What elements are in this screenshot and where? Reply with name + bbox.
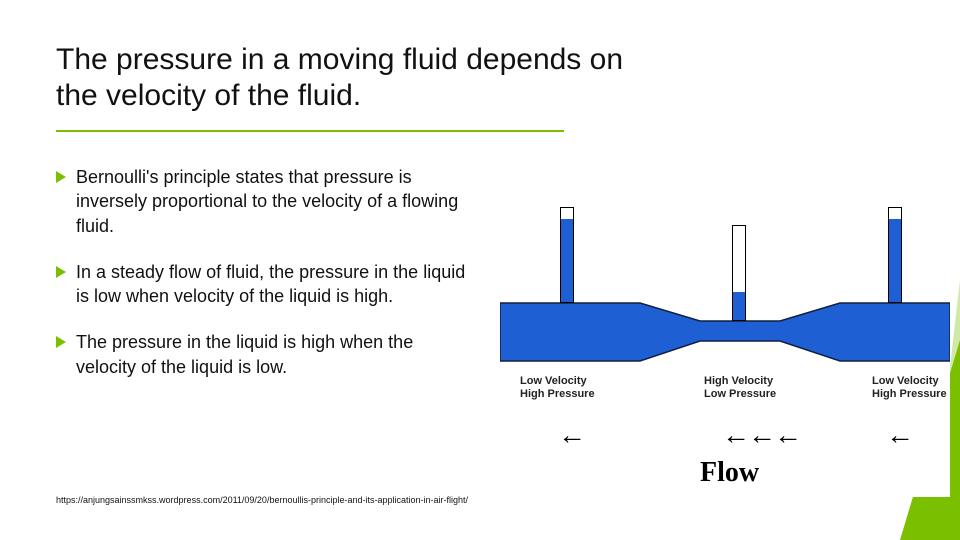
bernoulli-diagram: Low VelocityHigh Pressure High VelocityLo… bbox=[500, 225, 950, 497]
bullet-arrow-icon bbox=[56, 171, 66, 183]
list-item: In a steady flow of fluid, the pressure … bbox=[56, 260, 476, 309]
list-item: The pressure in the liquid is high when … bbox=[56, 330, 476, 379]
bullet-text: The pressure in the liquid is high when … bbox=[76, 330, 476, 379]
bullet-arrow-icon bbox=[56, 266, 66, 278]
bullet-text: Bernoulli's principle states that pressu… bbox=[76, 165, 476, 238]
bullet-arrow-icon bbox=[56, 336, 66, 348]
flow-label: Flow bbox=[700, 457, 759, 489]
citation-text: https://anjungsainssmkss.wordpress.com/2… bbox=[56, 495, 486, 506]
title-underline bbox=[56, 130, 564, 132]
pressure-tube-fill bbox=[889, 219, 901, 302]
flow-arrow-icon: ← bbox=[722, 421, 750, 449]
pressure-tube bbox=[560, 207, 574, 303]
bullet-text: In a steady flow of fluid, the pressure … bbox=[76, 260, 476, 309]
pressure-tube-fill bbox=[733, 292, 745, 320]
diagram-label: High VelocityLow Pressure bbox=[704, 375, 776, 401]
flow-arrow-icon: ← bbox=[886, 421, 914, 449]
pressure-tube bbox=[732, 225, 746, 321]
page-title: The pressure in a moving fluid depends o… bbox=[56, 42, 656, 114]
list-item: Bernoulli's principle states that pressu… bbox=[56, 165, 476, 238]
pressure-tube bbox=[888, 207, 902, 303]
diagram-label: Low VelocityHigh Pressure bbox=[872, 375, 947, 401]
pressure-tube-fill bbox=[561, 219, 573, 302]
diagram-label: Low VelocityHigh Pressure bbox=[520, 375, 595, 401]
flow-arrow-icon: ← bbox=[558, 421, 586, 449]
bullet-list: Bernoulli's principle states that pressu… bbox=[56, 165, 476, 401]
flow-arrow-icon: ← bbox=[774, 421, 802, 449]
flow-arrow-icon: ← bbox=[748, 421, 776, 449]
